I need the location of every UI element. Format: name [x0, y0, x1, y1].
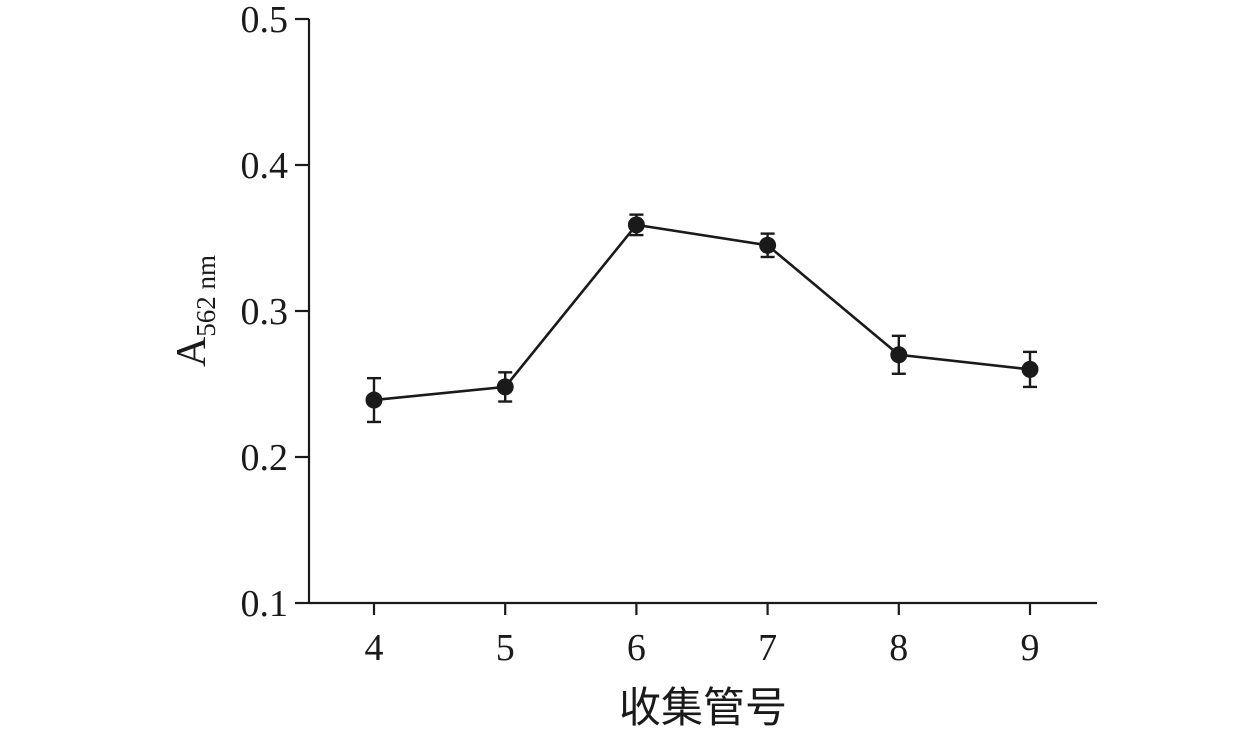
- y-axis-title-main: A: [169, 336, 215, 367]
- y-ticks: 0.1 0.2 0.3 0.4 0.5: [241, 0, 309, 625]
- y-tick-label: 0.4: [241, 145, 289, 187]
- data-point: [890, 346, 908, 364]
- data-point: [627, 216, 645, 234]
- x-axis-title: 收集管号: [619, 686, 787, 732]
- axes: [307, 19, 1097, 605]
- y-tick-label: 0.1: [241, 583, 289, 625]
- x-tick-label: 7: [758, 627, 777, 669]
- y-tick-label: 0.5: [241, 0, 289, 41]
- y-axis-title-subscript: 562 nm: [191, 255, 221, 337]
- series-layer: [365, 213, 1039, 424]
- data-point: [496, 378, 514, 396]
- y-tick-label: 0.3: [241, 291, 289, 333]
- x-tick-label: 5: [496, 627, 515, 669]
- data-point: [365, 391, 383, 409]
- x-tick-label: 6: [627, 627, 646, 669]
- x-tick-label: 4: [365, 627, 384, 669]
- y-axis-title: A562 nm: [169, 255, 221, 367]
- x-tick-label: 8: [889, 627, 908, 669]
- data-point: [1021, 360, 1039, 378]
- series-line: [373, 223, 1031, 402]
- y-tick-label: 0.2: [241, 437, 289, 479]
- x-ticks: 4 5 6 7 8 9: [365, 603, 1040, 669]
- data-point: [759, 236, 777, 254]
- x-tick-label: 9: [1021, 627, 1040, 669]
